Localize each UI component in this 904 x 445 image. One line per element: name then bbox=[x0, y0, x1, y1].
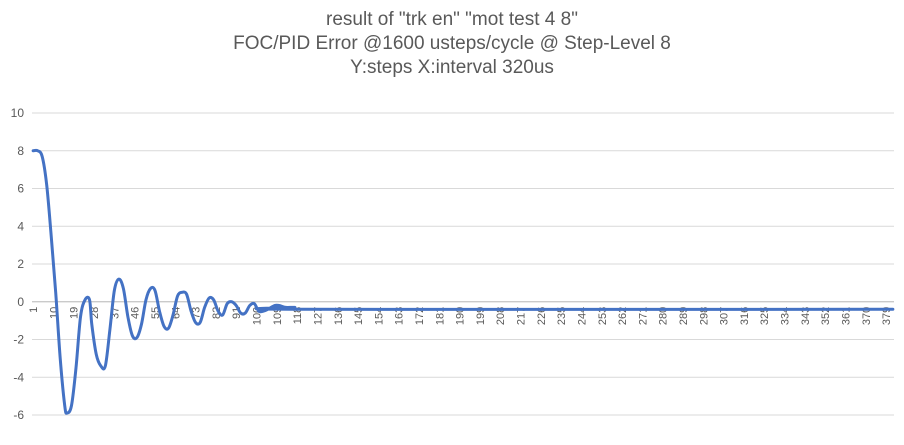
y-tick-label: -2 bbox=[13, 333, 24, 347]
x-tick-label: 190 bbox=[455, 307, 467, 325]
y-tick-label: 4 bbox=[17, 219, 24, 233]
x-tick-label: 253 bbox=[597, 307, 609, 325]
x-tick-label: 244 bbox=[576, 307, 588, 325]
series-line bbox=[31, 148, 895, 415]
x-tick-label: 181 bbox=[434, 307, 446, 325]
y-tick-label: 6 bbox=[17, 182, 24, 196]
chart-title-line-1: result of "trk en" "mot test 4 8" bbox=[326, 9, 578, 30]
x-tick-label: 235 bbox=[556, 307, 568, 325]
x-tick-label: 163 bbox=[394, 307, 406, 325]
y-tick-label: 2 bbox=[17, 257, 24, 271]
x-tick-label: 334 bbox=[780, 307, 792, 325]
x-tick-label: 118 bbox=[292, 307, 304, 325]
x-tick-label: 172 bbox=[414, 307, 426, 325]
x-tick-label: 289 bbox=[678, 307, 690, 325]
chart-title: result of "trk en" "mot test 4 8" FOC/PI… bbox=[0, 8, 904, 80]
x-tick-label: 307 bbox=[719, 307, 731, 325]
x-tick-label: 370 bbox=[861, 307, 873, 325]
x-axis-ticks: 1 10 19 28 37 46 55 64 73 82 91 100 109 118 127 136 145 1… bbox=[28, 307, 893, 325]
x-tick-label: 325 bbox=[759, 307, 771, 325]
x-tick-label: 361 bbox=[840, 307, 852, 325]
x-tick-label: 316 bbox=[739, 307, 751, 325]
y-tick-label: 10 bbox=[11, 106, 25, 120]
x-tick-label: 271 bbox=[637, 307, 649, 325]
x-tick-label: 217 bbox=[516, 307, 528, 325]
chart-title-line-2: FOC/PID Error @1600 usteps/cycle @ Step-… bbox=[233, 33, 671, 54]
x-tick-label: 208 bbox=[495, 307, 507, 325]
x-tick-label: 46 bbox=[130, 307, 142, 319]
x-tick-label: 343 bbox=[800, 307, 812, 325]
y-tick-label: -6 bbox=[13, 408, 24, 422]
series-layer bbox=[31, 148, 895, 415]
x-tick-label: 109 bbox=[272, 307, 284, 325]
x-tick-label: 19 bbox=[69, 307, 81, 319]
gridlines bbox=[32, 112, 894, 416]
x-tick-label: 280 bbox=[658, 307, 670, 325]
x-tick-label: 136 bbox=[333, 307, 345, 325]
x-tick-label: 1 bbox=[28, 307, 40, 313]
y-axis-ticks: -6 -4 -2 0 2 4 6 8 10 bbox=[11, 106, 25, 422]
x-tick-label: 226 bbox=[536, 307, 548, 325]
x-tick-label: 145 bbox=[353, 307, 365, 325]
x-tick-label: 154 bbox=[373, 307, 385, 325]
y-tick-label: 8 bbox=[17, 144, 24, 158]
y-tick-label: 0 bbox=[17, 295, 24, 309]
x-tick-label: 298 bbox=[698, 307, 710, 325]
x-tick-label: 352 bbox=[820, 307, 832, 325]
chart-title-line-3: Y:steps X:interval 320us bbox=[350, 57, 554, 78]
x-tick-label: 379 bbox=[881, 307, 893, 325]
x-tick-label: 127 bbox=[312, 307, 324, 325]
x-tick-label: 199 bbox=[475, 307, 487, 325]
x-tick-label: 262 bbox=[617, 307, 629, 325]
y-tick-label: -4 bbox=[13, 370, 24, 384]
